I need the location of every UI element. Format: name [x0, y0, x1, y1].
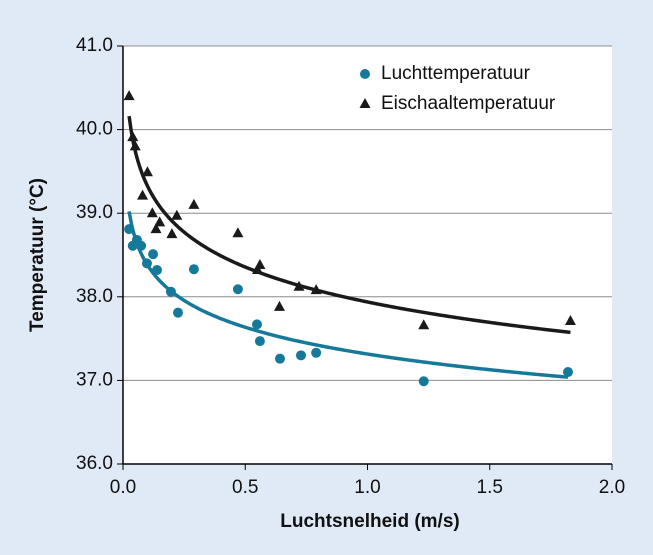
y-axis-label: Temperatuur (°C) [27, 178, 48, 332]
y-tick-label: 38.0 [76, 286, 113, 307]
point [232, 227, 244, 238]
trend-line [127, 211, 569, 379]
point [146, 207, 158, 218]
point [293, 280, 305, 291]
point [251, 319, 262, 330]
point [127, 131, 139, 142]
y-tick-label: 39.0 [76, 202, 113, 223]
y-tick-label: 36.0 [76, 453, 113, 474]
point [165, 286, 176, 297]
point [254, 336, 265, 347]
trend-line [127, 115, 571, 335]
point [166, 228, 178, 239]
point [418, 319, 430, 330]
point [124, 224, 135, 235]
point [295, 350, 306, 361]
point [188, 198, 200, 209]
x-tick-label: 0.5 [232, 477, 258, 498]
point [129, 140, 141, 151]
point [418, 376, 429, 387]
y-tick-label: 37.0 [76, 369, 113, 390]
point [254, 259, 266, 270]
x-tick-label: 2.0 [599, 477, 625, 498]
legend-label: Luchttemperatuur [381, 63, 531, 84]
point [141, 166, 153, 177]
point [150, 223, 162, 234]
point [311, 347, 322, 358]
point [173, 307, 184, 318]
y-tick-label: 41.0 [76, 35, 113, 56]
x-tick-label: 1.0 [354, 477, 380, 498]
x-tick-label: 1.5 [477, 477, 503, 498]
x-axis-label: Luchtsnelheid (m/s) [280, 511, 459, 532]
point [562, 367, 573, 378]
point [123, 90, 135, 101]
point [154, 216, 166, 227]
point [141, 258, 152, 269]
point [151, 265, 162, 276]
x-tick-label: 0.0 [110, 477, 136, 498]
plot-area [123, 46, 612, 464]
legend-marker [359, 98, 371, 108]
point [274, 353, 285, 364]
point [251, 264, 263, 275]
point [148, 249, 159, 260]
point [564, 315, 576, 326]
point [136, 240, 147, 251]
point [232, 284, 243, 295]
point [188, 264, 199, 275]
y-tick-label: 40.0 [76, 119, 113, 140]
point [137, 189, 149, 200]
legend-label: Eischaaltemperatuur [381, 93, 556, 114]
point [171, 209, 183, 220]
point [310, 284, 322, 295]
point [273, 300, 285, 311]
legend-marker [360, 69, 370, 79]
